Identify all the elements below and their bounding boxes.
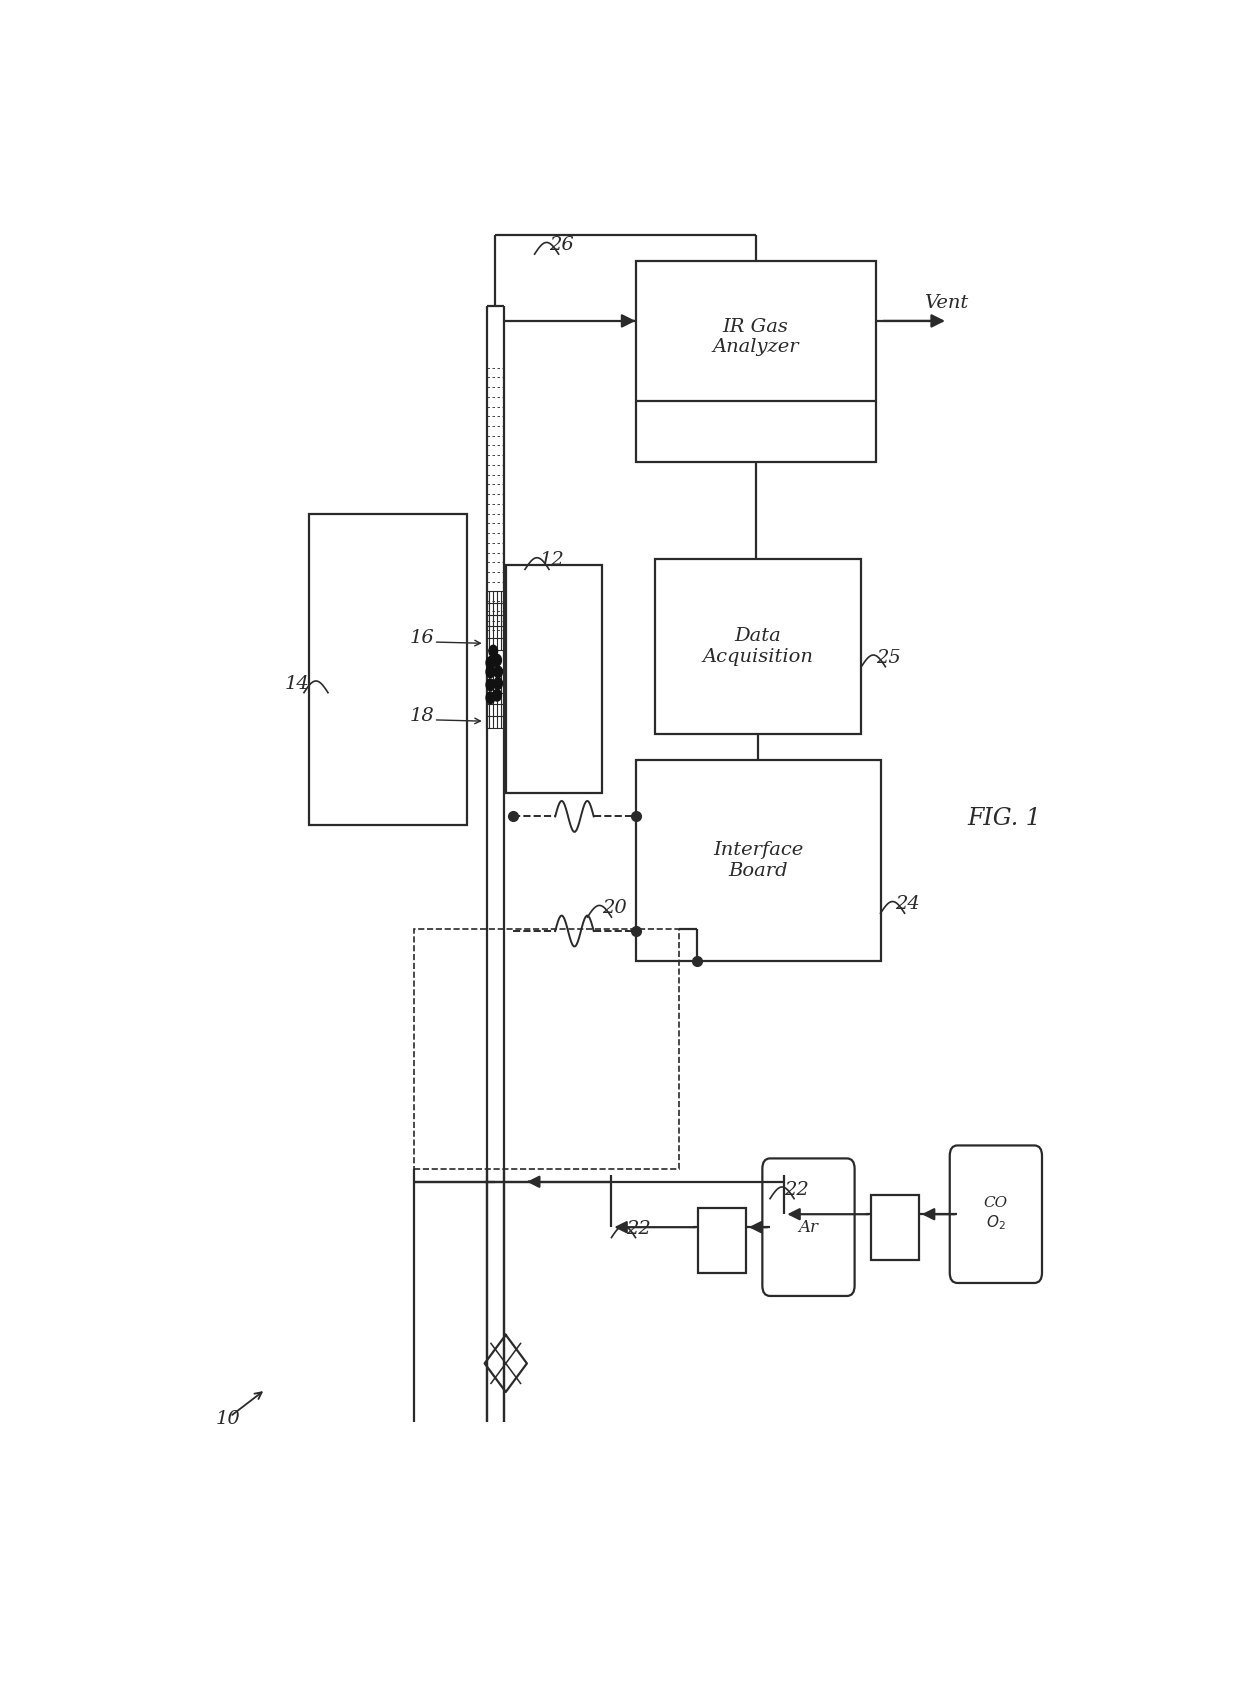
Text: FIG. 1: FIG. 1 bbox=[967, 807, 1040, 831]
Text: 25: 25 bbox=[875, 649, 900, 667]
FancyBboxPatch shape bbox=[950, 1146, 1042, 1282]
Text: 22: 22 bbox=[785, 1181, 810, 1198]
Circle shape bbox=[492, 689, 501, 701]
Text: Ar: Ar bbox=[799, 1218, 818, 1235]
Circle shape bbox=[486, 657, 495, 669]
Circle shape bbox=[494, 666, 502, 677]
Circle shape bbox=[494, 677, 502, 689]
Text: 12: 12 bbox=[539, 551, 564, 570]
Circle shape bbox=[486, 666, 495, 677]
Text: 20: 20 bbox=[601, 900, 626, 917]
Circle shape bbox=[492, 654, 501, 666]
Circle shape bbox=[489, 645, 497, 657]
Text: 26: 26 bbox=[549, 236, 574, 254]
Text: CO
$O_2$: CO $O_2$ bbox=[983, 1196, 1008, 1232]
Circle shape bbox=[489, 655, 497, 667]
Text: 10: 10 bbox=[216, 1410, 241, 1429]
FancyBboxPatch shape bbox=[763, 1158, 854, 1296]
Text: Interface
Board: Interface Board bbox=[713, 841, 804, 880]
Text: 24: 24 bbox=[895, 895, 920, 913]
Text: 22: 22 bbox=[626, 1220, 651, 1238]
Text: Vent: Vent bbox=[924, 293, 968, 312]
Text: 16: 16 bbox=[409, 629, 434, 647]
Text: 14: 14 bbox=[285, 674, 310, 693]
Circle shape bbox=[486, 679, 495, 691]
Text: IR Gas
Analyzer: IR Gas Analyzer bbox=[712, 317, 799, 357]
Text: 18: 18 bbox=[409, 708, 434, 725]
Text: Data
Acquisition: Data Acquisition bbox=[703, 627, 813, 666]
Circle shape bbox=[486, 693, 495, 704]
